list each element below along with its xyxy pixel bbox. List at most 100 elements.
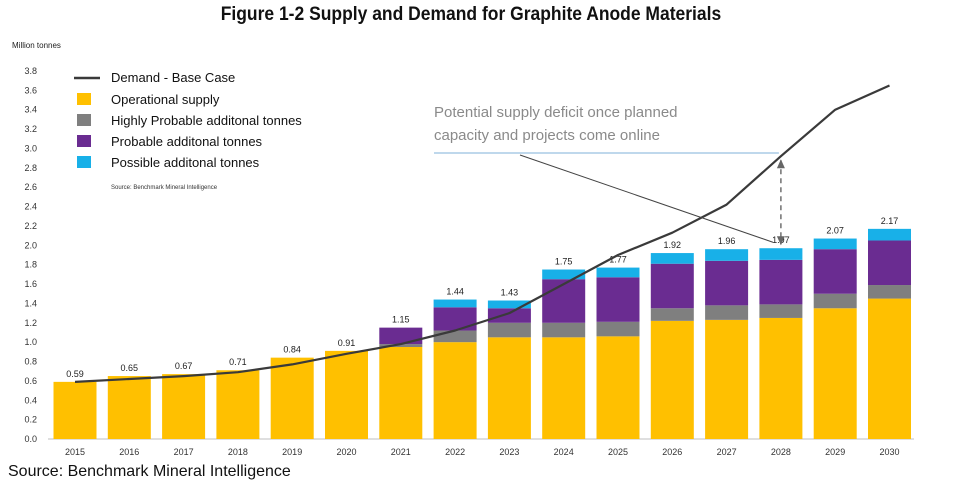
y-tick-label: 3.2 xyxy=(24,124,37,134)
bar-total-label: 0.71 xyxy=(229,357,247,367)
x-tick-label: 2025 xyxy=(608,447,628,457)
y-tick-label: 3.8 xyxy=(24,66,37,76)
bar-segment-possible xyxy=(705,249,749,261)
bar-segment-probable xyxy=(813,249,857,294)
bar-segment-operational xyxy=(650,320,694,439)
legend-source-note: Source: Benchmark Mineral Intelligence xyxy=(111,185,218,191)
legend-label-probable: Probable additonal tonnes xyxy=(111,134,263,149)
source-footer: Source: Benchmark Mineral Intelligence xyxy=(8,463,291,480)
annotation-pointer-line xyxy=(519,154,774,243)
bar-segment-possible xyxy=(542,269,586,280)
annotation-text: capacity and projects come online xyxy=(434,127,660,144)
bar-segment-operational xyxy=(325,350,368,439)
x-tick-label: 2028 xyxy=(771,447,791,457)
x-tick-label: 2017 xyxy=(174,447,194,457)
bar-total-label: 0.59 xyxy=(66,369,84,379)
bar-segment-highly_probable xyxy=(379,344,423,347)
bar-segment-possible xyxy=(433,299,477,308)
legend-label-demand: Demand - Base Case xyxy=(111,70,235,85)
bar-segment-operational xyxy=(270,357,314,439)
bar-segment-highly_probable xyxy=(650,308,694,321)
bar-segment-highly_probable xyxy=(542,322,586,338)
bar-total-label: 1.44 xyxy=(446,287,464,297)
bar-segment-operational xyxy=(379,347,423,439)
x-tick-label: 2023 xyxy=(499,447,519,457)
y-tick-label: 2.4 xyxy=(24,202,37,212)
bar-segment-highly_probable xyxy=(596,321,640,337)
bar-segment-highly_probable xyxy=(759,304,803,318)
bar-segment-probable xyxy=(487,308,531,323)
bar-total-label: 0.65 xyxy=(121,363,139,373)
bar-segment-operational xyxy=(107,376,151,439)
bar-segment-operational xyxy=(868,298,911,439)
y-tick-label: 2.2 xyxy=(24,221,37,231)
bar-segment-operational xyxy=(433,342,477,439)
bar-total-label: 0.84 xyxy=(283,345,301,355)
bar-segment-operational xyxy=(487,337,531,439)
bar-segment-possible xyxy=(487,300,531,309)
bar-total-label: 1.96 xyxy=(718,236,736,246)
y-tick-label: 3.0 xyxy=(24,143,37,153)
bar-total-label: 1.92 xyxy=(664,240,682,250)
bar-segment-operational xyxy=(813,308,857,439)
annotation-layer: Potential supply deficit once planned cap… xyxy=(434,104,785,246)
y-tick-label: 2.8 xyxy=(24,163,37,173)
y-tick-label: 1.0 xyxy=(24,337,37,347)
x-tick-label: 2019 xyxy=(282,447,302,457)
bar-segment-operational xyxy=(759,317,803,439)
bar-segment-probable xyxy=(596,277,640,322)
bar-segment-operational xyxy=(216,370,260,439)
bar-segment-probable xyxy=(433,307,477,331)
bar-segment-possible xyxy=(868,228,911,241)
y-tick-label: 1.6 xyxy=(24,279,37,289)
bar-segment-highly_probable xyxy=(487,322,531,338)
bar-total-label: 0.91 xyxy=(338,338,356,348)
bar-total-label: 2.17 xyxy=(881,216,899,226)
x-tick-label: 2018 xyxy=(228,447,248,457)
y-tick-label: 2.6 xyxy=(24,182,37,192)
bar-total-label: 1.77 xyxy=(609,255,627,265)
bar-segment-operational xyxy=(705,319,749,439)
bar-segment-possible xyxy=(596,267,640,278)
x-tick-label: 2029 xyxy=(825,447,845,457)
bar-total-label: 0.67 xyxy=(175,361,193,371)
bar-segment-possible xyxy=(650,253,694,264)
bar-total-label: 2.07 xyxy=(826,226,844,236)
y-tick-label: 0.6 xyxy=(24,376,37,386)
bar-segment-operational xyxy=(542,337,586,439)
y-tick-label: 2.0 xyxy=(24,240,37,250)
bar-segment-highly_probable xyxy=(813,293,857,309)
y-tick-label: 1.8 xyxy=(24,260,37,270)
legend-swatch-operational xyxy=(77,93,91,105)
bar-segment-probable xyxy=(759,259,803,305)
axis-layer: 0.0 0.2 0.4 0.6 0.8 1.0 1.2 1.4 1.6 1.8 2.0 2.2 2.4 2… xyxy=(24,66,914,457)
legend-swatch-possible xyxy=(77,156,91,168)
x-tick-label: 2027 xyxy=(717,447,737,457)
x-tick-label: 2021 xyxy=(391,447,411,457)
deficit-arrow-head-bottom xyxy=(776,236,785,246)
bar-segment-probable xyxy=(542,279,586,323)
bar-segment-probable xyxy=(868,240,911,286)
bar-segment-possible xyxy=(759,248,803,260)
y-tick-label: 3.4 xyxy=(24,105,37,115)
y-tick-label: 1.2 xyxy=(24,318,37,328)
y-axis-label: Million tonnes xyxy=(12,41,61,50)
bar-segment-operational xyxy=(53,381,97,439)
x-tick-label: 2024 xyxy=(554,447,574,457)
x-tick-label: 2020 xyxy=(336,447,356,457)
x-tick-label: 2016 xyxy=(119,447,139,457)
bar-segment-highly_probable xyxy=(433,330,477,343)
legend-label-possible: Possible additonal tonnes xyxy=(111,155,260,170)
bars-layer xyxy=(53,228,911,439)
y-tick-label: 0.8 xyxy=(24,357,37,367)
legend-label-operational: Operational supply xyxy=(111,92,220,107)
y-tick-label: 1.4 xyxy=(24,298,37,308)
bar-segment-possible xyxy=(813,238,857,250)
bar-segment-operational xyxy=(596,336,640,439)
y-tick-label: 0.4 xyxy=(24,395,37,405)
legend-swatch-probable xyxy=(77,135,91,147)
x-tick-label: 2015 xyxy=(65,447,85,457)
y-tick-label: 3.6 xyxy=(24,85,37,95)
bar-segment-probable xyxy=(379,327,423,345)
